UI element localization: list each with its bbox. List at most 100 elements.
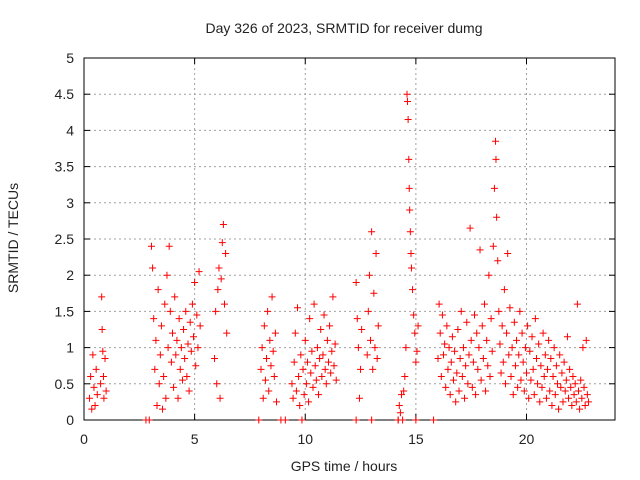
data-point (527, 376, 535, 384)
data-point (459, 344, 467, 352)
data-point (411, 329, 419, 337)
data-point (365, 271, 373, 279)
data-point (92, 365, 100, 373)
data-point (175, 315, 183, 323)
y-tick-label: 0 (66, 412, 74, 428)
data-point (173, 336, 181, 344)
data-point (413, 347, 421, 355)
data-point (265, 387, 273, 395)
data-point (156, 351, 164, 359)
data-point (414, 322, 422, 330)
data-point (295, 373, 303, 381)
data-point (167, 358, 175, 366)
data-point (184, 340, 192, 348)
data-point (490, 184, 498, 192)
data-point (371, 344, 379, 352)
data-point (517, 376, 525, 384)
data-point (557, 383, 565, 391)
data-point (578, 394, 586, 402)
data-point (218, 239, 226, 247)
data-point (478, 322, 486, 330)
data-point (572, 398, 580, 406)
y-tick-label: 1.5 (55, 303, 75, 319)
data-point (546, 387, 554, 395)
data-point (264, 307, 272, 315)
data-point (192, 362, 200, 370)
data-point (549, 373, 557, 381)
y-axis-label: SRMTID / TECUs (5, 183, 21, 293)
data-point (464, 380, 472, 388)
data-point (170, 383, 178, 391)
data-point (441, 340, 449, 348)
x-tick-label: 5 (191, 431, 199, 447)
data-point (539, 329, 547, 337)
grid-lines (84, 58, 615, 420)
data-point (412, 416, 420, 424)
data-point (559, 398, 567, 406)
data-point (297, 351, 305, 359)
data-point (455, 387, 463, 395)
data-point (182, 307, 190, 315)
data-point (466, 224, 474, 232)
data-point (401, 373, 409, 381)
data-point (445, 344, 453, 352)
data-point (486, 373, 494, 381)
data-point (571, 380, 579, 388)
data-point (312, 376, 320, 384)
data-point (462, 362, 470, 370)
data-point (260, 322, 268, 330)
data-point (509, 391, 517, 399)
data-point (352, 416, 360, 424)
data-point (353, 315, 361, 323)
data-point (456, 354, 464, 362)
data-point (435, 300, 443, 308)
data-point (259, 394, 267, 402)
data-point (328, 347, 336, 355)
data-point (93, 391, 101, 399)
data-point (489, 242, 497, 250)
data-point (505, 351, 513, 359)
data-point (222, 249, 230, 257)
data-point (320, 311, 328, 319)
data-point (447, 358, 455, 366)
data-point (410, 311, 418, 319)
x-tick-label: 15 (408, 431, 424, 447)
data-point (149, 264, 157, 272)
data-point (329, 293, 337, 301)
data-point (567, 383, 575, 391)
data-point (326, 322, 334, 330)
data-point (409, 286, 417, 294)
data-point (442, 383, 450, 391)
data-point (302, 380, 310, 388)
y-tick-label: 4.5 (55, 86, 75, 102)
data-point (145, 416, 153, 424)
data-point (485, 271, 493, 279)
data-point (465, 351, 473, 359)
data-point (87, 373, 95, 381)
data-point (171, 293, 179, 301)
data-point (258, 344, 266, 352)
data-point (100, 394, 108, 402)
data-point (476, 246, 484, 254)
data-point (407, 264, 415, 272)
data-point (261, 376, 269, 384)
data-point (561, 387, 569, 395)
data-point (488, 347, 496, 355)
data-point (472, 391, 480, 399)
data-point (307, 369, 315, 377)
data-point (181, 354, 189, 362)
data-point (174, 394, 182, 402)
data-point (394, 416, 402, 424)
data-point (147, 242, 155, 250)
data-point (437, 373, 445, 381)
data-point (99, 373, 107, 381)
data-point (355, 394, 363, 402)
data-point (562, 376, 570, 384)
data-point (463, 318, 471, 326)
data-point (195, 268, 203, 276)
data-point (211, 354, 219, 362)
data-point (503, 329, 511, 337)
data-point (407, 249, 415, 257)
data-point (364, 307, 372, 315)
data-point (313, 344, 321, 352)
